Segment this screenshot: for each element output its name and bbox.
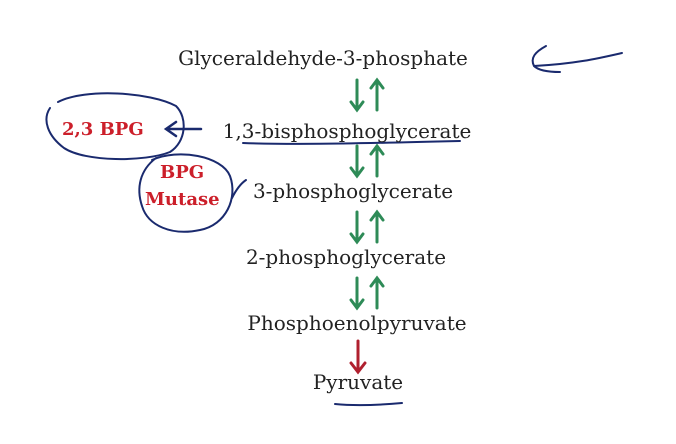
metabolite-glyceraldehyde-3-phosphate: Glyceraldehyde-3-phosphate	[178, 46, 468, 70]
metabolite-phosphoenolpyruvate: Phosphoenolpyruvate	[247, 311, 467, 335]
metabolite-pyruvate: Pyruvate	[312, 370, 404, 394]
reversible-arrow-1	[349, 77, 385, 113]
metabolite-3-phosphoglycerate: 3-phosphoglycerate	[252, 179, 454, 203]
enzyme-bpg-mutase-line2: Mutase	[145, 189, 220, 210]
irreversible-arrow	[349, 339, 367, 375]
enzyme-bpg-mutase-line1: BPG	[160, 162, 205, 183]
pointer-arrow-annotation	[531, 45, 623, 73]
underline-pyruvate	[334, 402, 403, 407]
circle-bpg-mutase	[138, 153, 234, 233]
reversible-arrow-4	[349, 275, 385, 311]
metabolite-1-3-bisphosphoglycerate: 1,3-bisphosphoglycerate	[222, 119, 472, 143]
reversible-arrow-2	[349, 143, 385, 179]
product-2-3-bpg: 2,3 BPG	[62, 119, 144, 140]
mutase-connector	[231, 179, 247, 199]
circle-2-3-bpg	[45, 92, 185, 161]
metabolite-2-phosphoglycerate: 2-phosphoglycerate	[245, 245, 447, 269]
underline-1-3-bpg	[242, 140, 461, 145]
reversible-arrow-3	[349, 209, 385, 245]
